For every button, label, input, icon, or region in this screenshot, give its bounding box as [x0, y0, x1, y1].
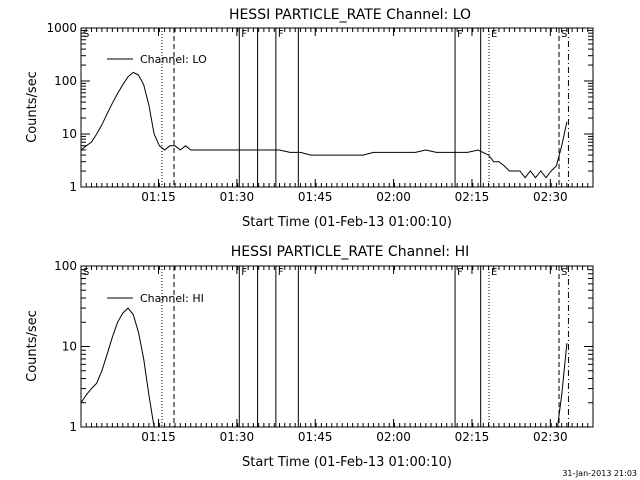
- x-tick-label: 02:00: [376, 190, 411, 204]
- series-line: [80, 71, 568, 179]
- y-axis-label: Counts/sec: [25, 71, 40, 143]
- event-label: S: [561, 267, 567, 278]
- y-tick-label: 1: [69, 180, 77, 194]
- event-label: E: [491, 267, 497, 278]
- event-label: E: [491, 29, 497, 40]
- event-label: F: [278, 267, 284, 278]
- y-tick-label: 1000: [46, 21, 77, 35]
- x-tick-label: 01:30: [220, 430, 255, 444]
- x-tick-label: 02:15: [455, 430, 490, 444]
- x-tick-label: 02:00: [376, 430, 411, 444]
- series-line: [557, 343, 568, 428]
- legend-label: Channel: HI: [140, 292, 204, 305]
- legend: Channel: LO: [107, 53, 207, 66]
- event-label: S: [83, 29, 89, 40]
- x-tick-label: 01:15: [141, 430, 176, 444]
- axis-ticks: 01:15 01:30 01:45 02:00 02:15 02:30 1 10 100: [54, 259, 594, 444]
- event-label: S: [561, 29, 567, 40]
- series-lines: [80, 307, 568, 428]
- event-label: F: [278, 29, 284, 40]
- event-label: F: [457, 267, 463, 278]
- series-lines: [80, 71, 568, 179]
- plot-frame: [80, 265, 594, 428]
- series-line: [80, 307, 155, 428]
- x-tick-label: 02:30: [533, 190, 568, 204]
- chart-panel-lo: HESSI PARTICLE_RATE Channel: LO S F F F E S 0…: [25, 7, 594, 230]
- event-label: F: [457, 29, 463, 40]
- footer-timestamp: 31-Jan-2013 21:03: [562, 469, 637, 478]
- event-label: F: [241, 267, 247, 278]
- event-label: S: [83, 267, 89, 278]
- x-tick-label: 01:15: [141, 190, 176, 204]
- chart-panel-hi: HESSI PARTICLE_RATE Channel: HI S F F F E S 0…: [25, 244, 594, 470]
- legend: Channel: HI: [107, 292, 204, 305]
- y-axis-label: Counts/sec: [25, 310, 40, 382]
- plot-frame: [80, 27, 594, 188]
- x-tick-label: 01:30: [220, 190, 255, 204]
- chart-title: HESSI PARTICLE_RATE Channel: HI: [231, 244, 469, 260]
- y-tick-label: 10: [62, 127, 77, 141]
- x-tick-label: 01:45: [298, 430, 333, 444]
- legend-label: Channel: LO: [140, 53, 207, 66]
- x-axis-label: Start Time (01-Feb-13 01:00:10): [242, 455, 452, 470]
- y-tick-label: 10: [62, 340, 77, 354]
- x-tick-label: 02:30: [533, 430, 568, 444]
- chart-title: HESSI PARTICLE_RATE Channel: LO: [229, 7, 471, 23]
- y-tick-label: 100: [54, 259, 77, 273]
- event-label: F: [241, 29, 247, 40]
- x-tick-label: 02:15: [455, 190, 490, 204]
- y-tick-label: 100: [54, 74, 77, 88]
- x-tick-label: 01:45: [298, 190, 333, 204]
- axis-ticks: 01:15 01:30 01:45 02:00 02:15 02:30 1 10 100 1000: [46, 21, 594, 204]
- y-tick-label: 1: [69, 420, 77, 434]
- x-axis-label: Start Time (01-Feb-13 01:00:10): [242, 215, 452, 230]
